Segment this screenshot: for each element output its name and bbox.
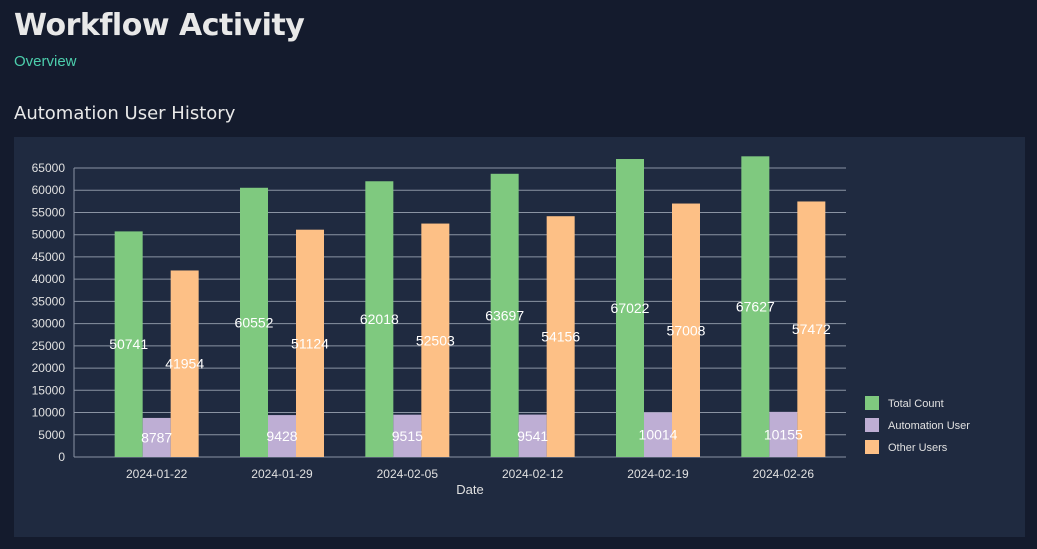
- bar-other-users[interactable]: [797, 201, 826, 457]
- data-label: 63697: [485, 307, 524, 323]
- legend-swatch-total-count: [865, 396, 879, 410]
- y-tick-label: 45000: [32, 250, 66, 264]
- x-tick-label: 2024-02-19: [627, 467, 689, 481]
- bar-chart: 0 5000 10000 15000 20000 25000 30000 35000 40000…: [32, 156, 970, 497]
- bar-total-count[interactable]: [490, 173, 519, 457]
- y-tick-label: 50000: [32, 228, 66, 242]
- legend-swatch-automation-user: [865, 418, 879, 432]
- bar-other-users[interactable]: [170, 270, 199, 457]
- y-tick-label: 0: [58, 450, 65, 464]
- data-label: 57472: [792, 321, 831, 337]
- x-tick-label: 2024-02-05: [377, 467, 439, 481]
- y-tick-label: 55000: [32, 205, 66, 219]
- data-label: 9515: [392, 428, 423, 444]
- bar-other-users[interactable]: [421, 223, 450, 457]
- data-label: 41954: [165, 356, 204, 372]
- chart-panel: 0 5000 10000 15000 20000 25000 30000 35000 40000…: [14, 137, 1025, 537]
- y-tick-label: 25000: [32, 339, 66, 353]
- y-tick-label: 20000: [32, 361, 66, 375]
- bar-total-count[interactable]: [616, 159, 644, 457]
- bar-automation-user[interactable]: [644, 412, 672, 457]
- y-tick-label: 5000: [38, 428, 65, 442]
- y-tick-label: 10000: [32, 406, 66, 420]
- data-label: 51124: [291, 335, 329, 351]
- data-label: 57008: [667, 322, 706, 338]
- data-label: 9428: [266, 428, 297, 444]
- legend-label-automation-user[interactable]: Automation User: [888, 420, 970, 432]
- bar-automation-user[interactable]: [142, 417, 171, 457]
- bar-total-count[interactable]: [240, 187, 268, 457]
- y-tick-label: 65000: [32, 161, 66, 175]
- y-tick-label: 15000: [32, 383, 66, 397]
- y-tick-label: 40000: [32, 272, 66, 286]
- x-tick-label: 2024-02-26: [753, 467, 815, 481]
- data-label: 60552: [235, 314, 274, 330]
- page-subtitle: Overview: [14, 53, 77, 70]
- data-label: 9541: [517, 428, 548, 444]
- bar-other-users[interactable]: [672, 203, 700, 457]
- bar-total-count[interactable]: [114, 231, 143, 457]
- data-label: 52503: [416, 332, 455, 348]
- bar-automation-user[interactable]: [518, 414, 547, 457]
- bar-automation-user[interactable]: [268, 415, 296, 457]
- x-tick-label: 2024-01-22: [126, 467, 188, 481]
- bar-automation-user[interactable]: [393, 414, 422, 457]
- data-label: 54156: [541, 329, 580, 345]
- legend-label-other-users[interactable]: Other Users: [888, 442, 948, 454]
- y-tick-label: 35000: [32, 294, 66, 308]
- data-label: 10014: [639, 427, 678, 443]
- bar-other-users[interactable]: [546, 216, 575, 457]
- bar-total-count[interactable]: [741, 156, 770, 457]
- x-tick-label: 2024-02-12: [502, 467, 564, 481]
- data-label: 50741: [109, 336, 148, 352]
- y-tick-label: 30000: [32, 317, 66, 331]
- page-title: Workflow Activity: [14, 8, 305, 43]
- x-tick-label: 2024-01-29: [251, 467, 313, 481]
- data-label: 62018: [360, 311, 399, 327]
- legend-label-total-count[interactable]: Total Count: [888, 398, 944, 410]
- section-title: Automation User History: [14, 103, 236, 124]
- data-label: 67627: [736, 299, 775, 315]
- y-tick-label: 60000: [32, 183, 66, 197]
- bar-total-count[interactable]: [365, 181, 394, 457]
- bar-other-users[interactable]: [296, 229, 324, 457]
- data-label: 8787: [141, 429, 172, 445]
- legend-swatch-other-users: [865, 440, 879, 454]
- bar-automation-user[interactable]: [769, 411, 798, 457]
- data-label: 67022: [611, 300, 650, 316]
- data-label: 10155: [764, 426, 803, 442]
- x-axis-title: Date: [456, 482, 483, 497]
